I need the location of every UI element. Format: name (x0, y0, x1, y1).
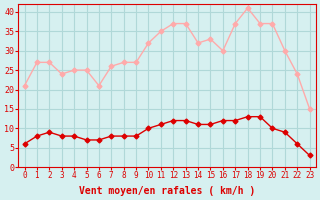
X-axis label: Vent moyen/en rafales ( km/h ): Vent moyen/en rafales ( km/h ) (79, 186, 255, 196)
